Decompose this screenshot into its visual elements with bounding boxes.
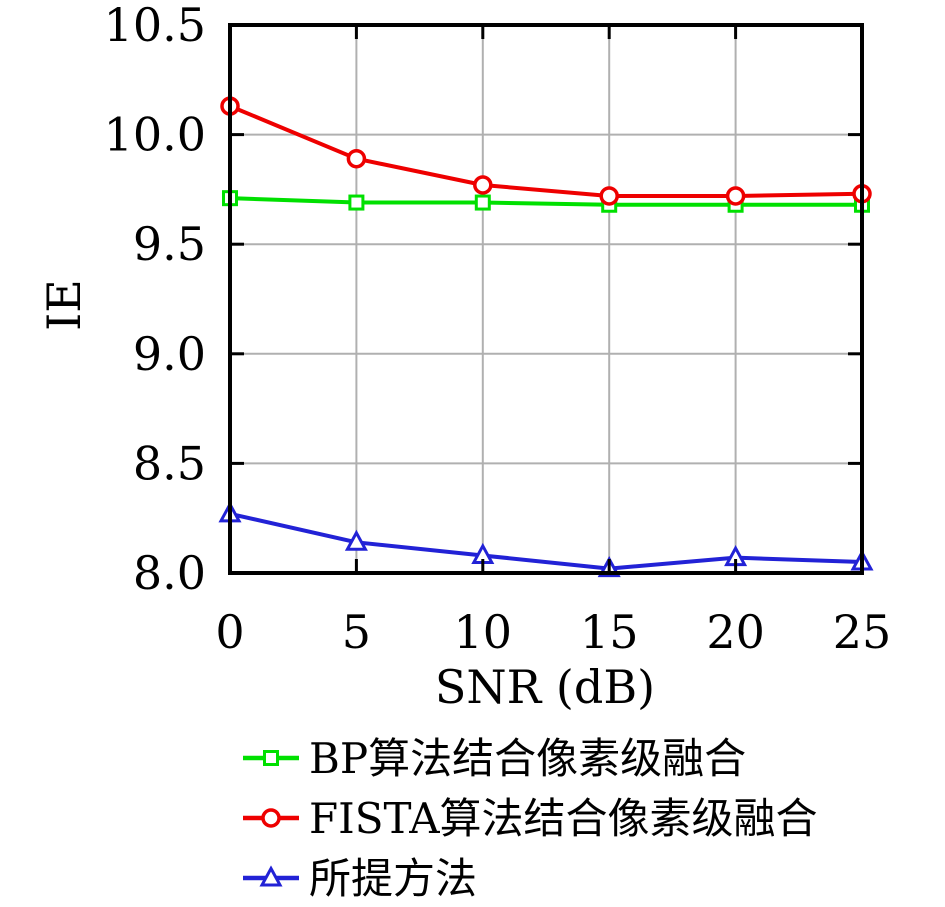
y-tick-labels: 8.0 8.5 9.0 9.5 10.0 10.5 <box>104 0 206 600</box>
x-tick-labels: 0 5 10 15 20 25 <box>215 605 891 659</box>
x-tick-label: 10 <box>454 605 513 659</box>
circle-marker <box>261 808 281 828</box>
y-tick-label: 9.0 <box>133 327 206 381</box>
x-axis-label: SNR (dB) <box>435 660 655 714</box>
plot-frame <box>228 23 864 575</box>
grid-lines <box>230 25 862 573</box>
triangle-marker <box>344 529 368 551</box>
x-tick-label: 5 <box>342 605 371 659</box>
square-marker <box>474 194 491 211</box>
legend-label: BP算法结合像素级融合 <box>309 734 746 783</box>
legend-item-0: BP算法结合像素级融合 <box>243 734 746 783</box>
series-line <box>228 104 864 198</box>
series-2 <box>218 501 874 578</box>
data-series <box>218 96 874 578</box>
x-tick-label: 25 <box>833 605 892 659</box>
legend-item-2: 所提方法 <box>243 854 477 903</box>
y-tick-label: 10.0 <box>104 108 206 162</box>
triangle-marker <box>259 865 283 887</box>
y-axis-label: IE <box>37 279 91 331</box>
circle-marker <box>473 175 493 195</box>
series-line <box>228 196 864 207</box>
circle-marker <box>725 186 746 206</box>
x-tick-label: 20 <box>706 605 765 659</box>
circle-marker <box>346 148 367 169</box>
circle-marker <box>599 186 619 206</box>
x-tick-label: 0 <box>215 605 244 659</box>
legend-label: FISTA算法结合像素级融合 <box>309 794 818 843</box>
plot-border <box>228 23 864 575</box>
legend-label: 所提方法 <box>309 854 477 903</box>
square-marker <box>348 194 365 211</box>
legend-item-1: FISTA算法结合像素级融合 <box>243 794 818 843</box>
series-line <box>228 511 864 571</box>
y-tick-label: 8.5 <box>133 436 206 490</box>
series-1 <box>220 96 872 206</box>
y-tick-label: 10.5 <box>104 0 206 52</box>
square-marker <box>263 750 279 766</box>
x-tick-label: 15 <box>580 605 639 659</box>
y-tick-label: 9.5 <box>133 217 206 271</box>
axis-ticks <box>228 23 864 575</box>
y-tick-label: 8.0 <box>133 546 206 600</box>
